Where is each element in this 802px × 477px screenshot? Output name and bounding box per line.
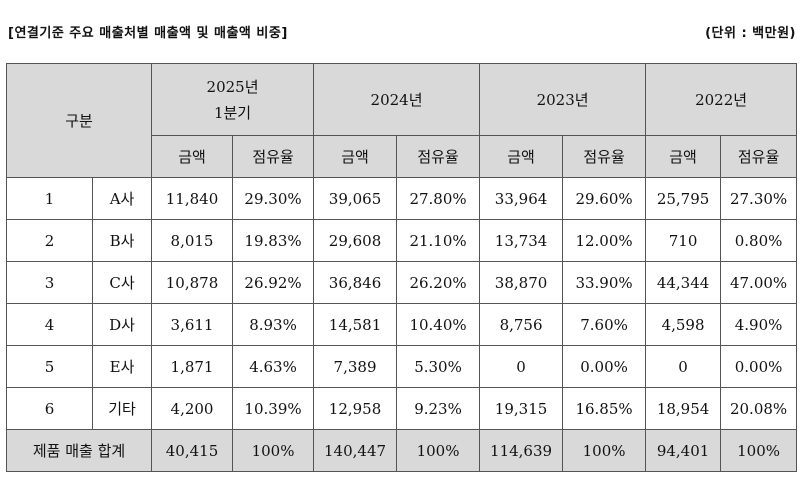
share-cell: 0.00% (720, 345, 798, 388)
share-cell: 47.00% (720, 261, 798, 304)
share-cell: 16.85% (562, 387, 647, 430)
share-cell: 4.63% (232, 345, 315, 388)
share-cell: 5.30% (396, 345, 481, 388)
amount-cell: 0 (645, 345, 722, 388)
amount-header: 금액 (313, 135, 398, 178)
row-number: 1 (6, 177, 93, 220)
table-title: [연결기준 주요 매출처별 매출액 및 매출액 비중] (8, 26, 288, 41)
share-cell: 8.93% (232, 303, 315, 346)
share-cell: 7.60% (562, 303, 647, 346)
table-row: 1 A사 11,840 29.30% 39,065 27.80% 33,964 29.60% 2… (6, 177, 798, 220)
table-row: 2 B사 8,015 19.83% 29,608 21.10% 13,734 12.00% 71… (6, 219, 798, 262)
amount-cell: 4,598 (645, 303, 722, 346)
customer-name: C사 (91, 261, 153, 304)
amount-cell: 25,795 (645, 177, 722, 220)
row-number: 3 (6, 261, 93, 304)
table-row: 6 기타 4,200 10.39% 12,958 9.23% 19,315 16.85% 18,… (6, 387, 798, 430)
year-header: 2023년 (479, 63, 647, 136)
table-row: 5 E사 1,871 4.63% 7,389 5.30% 0 0.00% 0 0.00% (6, 345, 798, 388)
amount-cell: 8,015 (151, 219, 234, 262)
total-amount-cell: 94,401 (645, 429, 722, 472)
amount-header: 금액 (479, 135, 564, 178)
amount-cell: 10,878 (151, 261, 234, 304)
customer-name: D사 (91, 303, 153, 346)
share-cell: 10.39% (232, 387, 315, 430)
table-row: 3 C사 10,878 26.92% 36,846 26.20% 38,870 33.90% 4… (6, 261, 798, 304)
row-number: 4 (6, 303, 93, 346)
share-cell: 4.90% (720, 303, 798, 346)
amount-cell: 0 (479, 345, 564, 388)
total-amount-cell: 140,447 (313, 429, 398, 472)
row-number: 2 (6, 219, 93, 262)
amount-cell: 8,756 (479, 303, 564, 346)
total-share-cell: 100% (232, 429, 315, 472)
share-header: 점유율 (562, 135, 647, 178)
amount-cell: 1,871 (151, 345, 234, 388)
year-header: 2022년 (645, 63, 798, 136)
share-cell: 29.60% (562, 177, 647, 220)
row-number: 5 (6, 345, 93, 388)
amount-cell: 710 (645, 219, 722, 262)
share-cell: 29.30% (232, 177, 315, 220)
unit-label: (단위 : 백만원) (705, 26, 796, 41)
amount-cell: 44,344 (645, 261, 722, 304)
amount-cell: 38,870 (479, 261, 564, 304)
total-row: 제품 매출 합계 40,415 100% 140,447 100% 114,639 100%… (5, 429, 798, 472)
share-cell: 12.00% (562, 219, 647, 262)
amount-header: 금액 (645, 135, 722, 178)
amount-cell: 14,581 (313, 303, 398, 346)
share-cell: 20.08% (720, 387, 798, 430)
category-header: 구분 (5, 63, 153, 178)
amount-cell: 33,964 (479, 177, 564, 220)
amount-cell: 4,200 (151, 387, 234, 430)
amount-cell: 19,315 (479, 387, 564, 430)
year-header-line1: 2025년 (206, 77, 259, 96)
share-cell: 0.80% (720, 219, 798, 262)
share-header: 점유율 (396, 135, 481, 178)
share-cell: 27.80% (396, 177, 481, 220)
share-header: 점유율 (720, 135, 798, 178)
share-cell: 9.23% (396, 387, 481, 430)
customer-name: E사 (91, 345, 153, 388)
table-row: 4 D사 3,611 8.93% 14,581 10.40% 8,756 7.60% 4,598… (6, 303, 798, 346)
share-cell: 26.92% (232, 261, 315, 304)
amount-cell: 12,958 (313, 387, 398, 430)
customer-name: 기타 (91, 387, 153, 430)
amount-cell: 39,065 (313, 177, 398, 220)
row-number: 6 (6, 387, 93, 430)
customer-name: A사 (91, 177, 153, 220)
year-header: 2025년 1분기 (151, 63, 315, 136)
amount-header: 금액 (151, 135, 234, 178)
share-cell: 21.10% (396, 219, 481, 262)
amount-cell: 3,611 (151, 303, 234, 346)
amount-cell: 7,389 (313, 345, 398, 388)
share-cell: 26.20% (396, 261, 481, 304)
share-cell: 0.00% (562, 345, 647, 388)
amount-cell: 29,608 (313, 219, 398, 262)
share-cell: 10.40% (396, 303, 481, 346)
sales-table: 구분 2025년 1분기 2024년 2023년 2022년 금액 점유율 금액… (5, 63, 798, 472)
total-amount-cell: 114,639 (479, 429, 564, 472)
amount-cell: 11,840 (151, 177, 234, 220)
total-share-cell: 100% (720, 429, 798, 472)
share-cell: 27.30% (720, 177, 798, 220)
year-header: 2024년 (313, 63, 481, 136)
amount-cell: 18,954 (645, 387, 722, 430)
table-body: 1 A사 11,840 29.30% 39,065 27.80% 33,964 29.60% 2… (5, 177, 798, 472)
share-cell: 19.83% (232, 219, 315, 262)
amount-cell: 13,734 (479, 219, 564, 262)
customer-name: B사 (91, 219, 153, 262)
total-share-cell: 100% (562, 429, 647, 472)
total-share-cell: 100% (396, 429, 481, 472)
total-label: 제품 매출 합계 (5, 429, 153, 472)
year-header-line2: 1분기 (213, 103, 252, 122)
amount-cell: 36,846 (313, 261, 398, 304)
share-header: 점유율 (232, 135, 315, 178)
share-cell: 33.90% (562, 261, 647, 304)
total-amount-cell: 40,415 (151, 429, 234, 472)
